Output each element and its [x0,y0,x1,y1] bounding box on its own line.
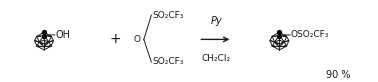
Text: OSO₂CF₃: OSO₂CF₃ [291,30,329,39]
Text: SO₂CF₃: SO₂CF₃ [152,57,183,66]
Text: $-$: $-$ [38,37,46,46]
Text: OH: OH [56,30,71,40]
Text: CH₂Cl₂: CH₂Cl₂ [201,54,231,63]
Text: $-$: $-$ [273,37,281,46]
Text: O: O [134,35,141,44]
Text: 90 %: 90 % [325,70,350,80]
Text: SO₂CF₃: SO₂CF₃ [152,11,183,20]
Text: Py: Py [210,16,222,26]
Text: +: + [110,32,121,46]
